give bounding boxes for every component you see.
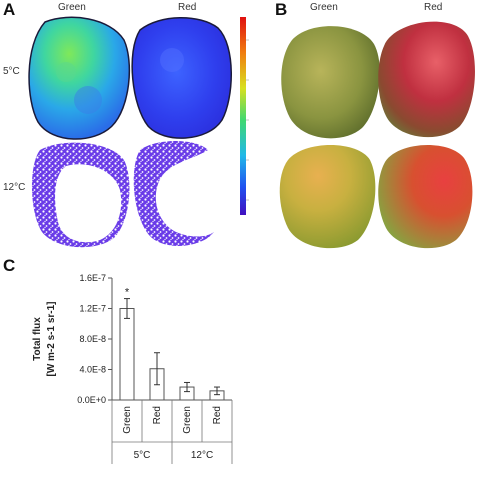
- y-axis-label: [W m-2 s-1 sr-1]: [46, 301, 57, 376]
- mango-photo-red-5c: [378, 21, 475, 138]
- panel-b-column-green: Green: [310, 2, 338, 13]
- panel-c-chart: 0.0E+0 4.0E-8 8.0E-8 1.2E-7 1.6E-7 Total flux…: [32, 273, 233, 464]
- group-label: 12°C: [191, 450, 213, 461]
- y-tick-label: 1.2E-7: [79, 304, 106, 314]
- category-label: Green: [182, 406, 193, 434]
- y-tick-label: 1.6E-7: [79, 273, 106, 283]
- category-label: Red: [212, 406, 223, 424]
- mango-photo-green-12c: [279, 145, 376, 249]
- panel-a-column-red: Red: [178, 2, 197, 13]
- panel-a-imaging: [28, 16, 249, 248]
- bar: [119, 308, 135, 401]
- panel-b-column-red: Red: [424, 2, 443, 13]
- mango-photo-green-5c: [281, 26, 380, 139]
- fruit-red-5c: [131, 17, 232, 139]
- fruit-green-5c: [28, 16, 131, 140]
- panel-b-photos: [279, 21, 475, 249]
- category-label: Green: [122, 406, 133, 434]
- panel-a-row-5c: 5°C: [3, 66, 20, 77]
- panel-a-letter: A: [3, 0, 16, 19]
- panel-a-column-green: Green: [58, 2, 86, 13]
- mango-photo-red-12c: [378, 145, 473, 249]
- colorbar: [240, 17, 246, 215]
- panel-c-letter: C: [3, 256, 16, 275]
- panel-a-row-12c: 12°C: [3, 182, 26, 193]
- y-axis-label: Total flux: [32, 317, 43, 361]
- y-tick-label: 4.0E-8: [79, 365, 106, 375]
- significance-marker: *: [125, 287, 130, 299]
- y-tick-label: 0.0E+0: [77, 395, 106, 405]
- fruit-red-12c: [133, 141, 214, 246]
- panel-b-letter: B: [275, 0, 288, 19]
- group-label: 5°C: [134, 450, 151, 461]
- y-tick-label: 8.0E-8: [79, 334, 106, 344]
- fruit-green-12c: [31, 142, 130, 248]
- category-label: Red: [152, 406, 163, 424]
